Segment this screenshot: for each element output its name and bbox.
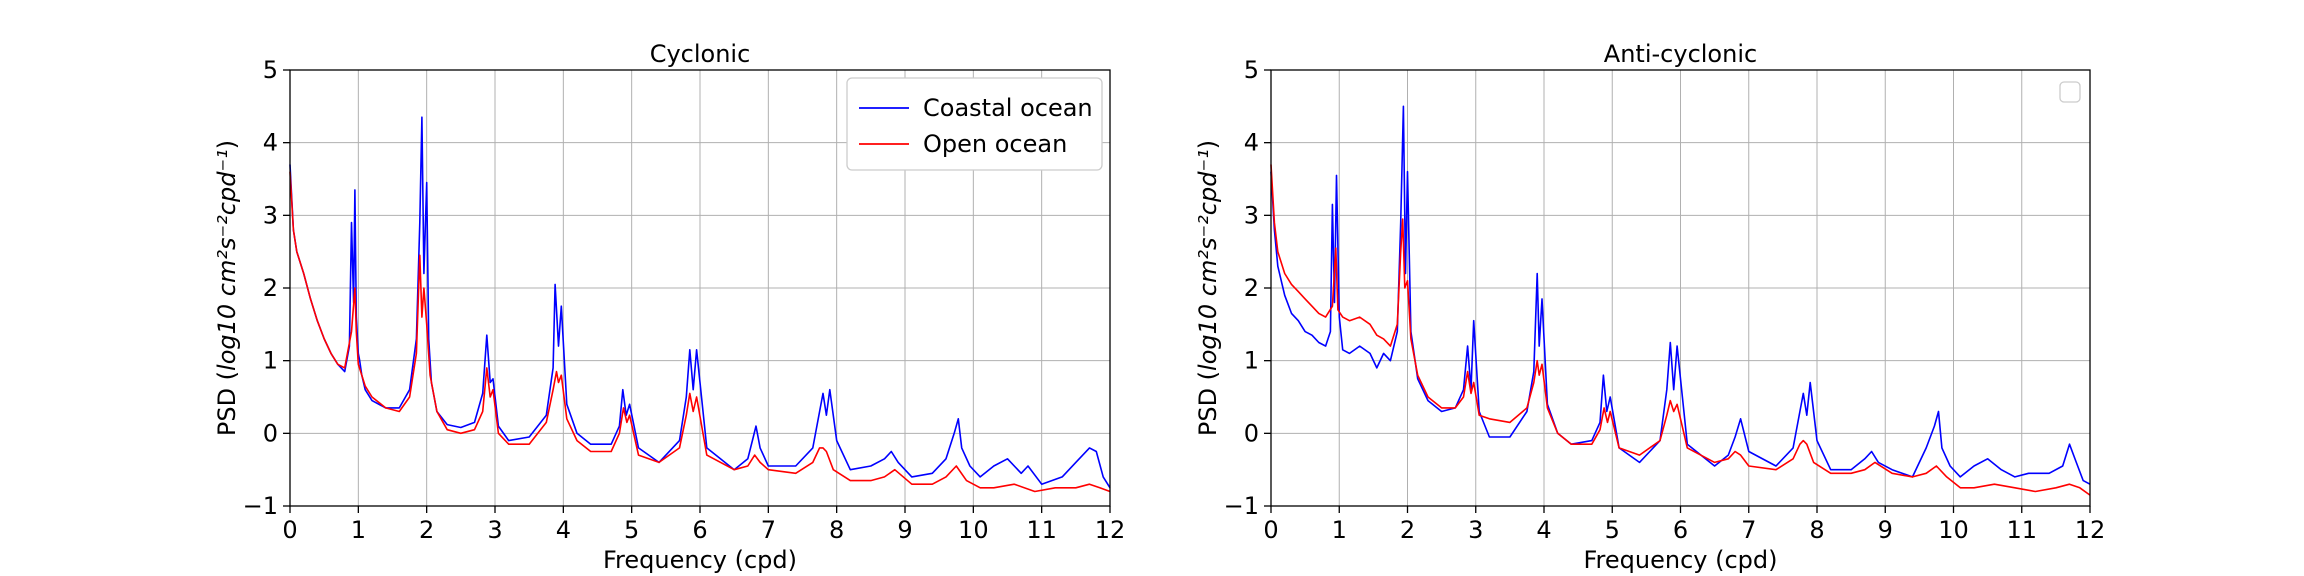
y-tick-label: 0: [1244, 419, 1259, 447]
y-tick-label: 0: [263, 419, 278, 447]
legend-label: Open ocean: [923, 130, 1067, 158]
chart-title: Anti-cyclonic: [1604, 40, 1757, 68]
x-tick-label: 2: [419, 516, 434, 544]
y-tick-label: 2: [1244, 274, 1259, 302]
y-tick-label: 3: [263, 201, 278, 229]
series-line-open-ocean: [289, 171, 1111, 493]
x-tick-label: 6: [692, 516, 707, 544]
series-line-coastal-ocean: [289, 116, 1111, 489]
y-axis-label: PSD (log10 cm²s⁻²cpd⁻¹): [213, 140, 241, 436]
y-tick-label: 4: [1244, 129, 1259, 157]
x-tick-label: 5: [1605, 516, 1620, 544]
x-tick-label: 10: [1938, 516, 1969, 544]
x-tick-label: 0: [282, 516, 297, 544]
x-tick-label: 11: [1026, 516, 1057, 544]
x-tick-label: 9: [897, 516, 912, 544]
x-tick-label: 12: [2075, 516, 2106, 544]
y-tick-label: 5: [1244, 56, 1259, 84]
x-tick-label: 4: [556, 516, 571, 544]
x-tick-label: 5: [624, 516, 639, 544]
x-tick-label: 1: [351, 516, 366, 544]
x-tick-label: 9: [1878, 516, 1893, 544]
x-axis-label: Frequency (cpd): [1583, 546, 1777, 574]
chart-panel-2: 0 1 2 3 4 5 6 7 8 9 10 11 12−1012345Anti-cyclonicFre…: [1194, 40, 2105, 574]
legend-box-empty: [2059, 81, 2081, 103]
x-tick-label: 2: [1400, 516, 1415, 544]
x-tick-label: 6: [1673, 516, 1688, 544]
y-tick-label: 3: [1244, 201, 1259, 229]
chart-panel-1: 0 1 2 3 4 5 6 7 8 9 10 11 12−1012345CyclonicFrequenc…: [213, 40, 1125, 574]
x-tick-label: 8: [1809, 516, 1824, 544]
x-tick-label: 11: [2006, 516, 2037, 544]
legend-label: Coastal ocean: [923, 94, 1093, 122]
x-tick-label: 0: [1263, 516, 1278, 544]
x-tick-label: 3: [1468, 516, 1483, 544]
y-tick-label: 1: [1244, 347, 1259, 375]
legend-box: [846, 77, 1103, 171]
chart-title: Cyclonic: [650, 40, 751, 68]
y-tick-label: 2: [263, 274, 278, 302]
y-tick-label: −1: [1224, 492, 1259, 520]
y-tick-label: 5: [263, 56, 278, 84]
x-tick-label: 10: [958, 516, 989, 544]
x-tick-label: 12: [1095, 516, 1126, 544]
x-tick-label: 1: [1332, 516, 1347, 544]
legend: Coastal ocean Open ocean: [846, 77, 1103, 171]
x-axis-label: Frequency (cpd): [603, 546, 797, 574]
x-tick-label: 7: [1741, 516, 1756, 544]
x-tick-label: 3: [487, 516, 502, 544]
y-tick-label: 1: [263, 347, 278, 375]
series-line-blue: [1270, 105, 2091, 485]
y-axis-label: PSD (log10 cm²s⁻²cpd⁻¹): [1194, 140, 1222, 436]
series-line-red: [1270, 164, 2091, 496]
y-tick-label: 4: [263, 129, 278, 157]
x-tick-label: 4: [1536, 516, 1551, 544]
x-tick-label: 8: [829, 516, 844, 544]
x-tick-label: 7: [761, 516, 776, 544]
y-tick-label: −1: [243, 492, 278, 520]
